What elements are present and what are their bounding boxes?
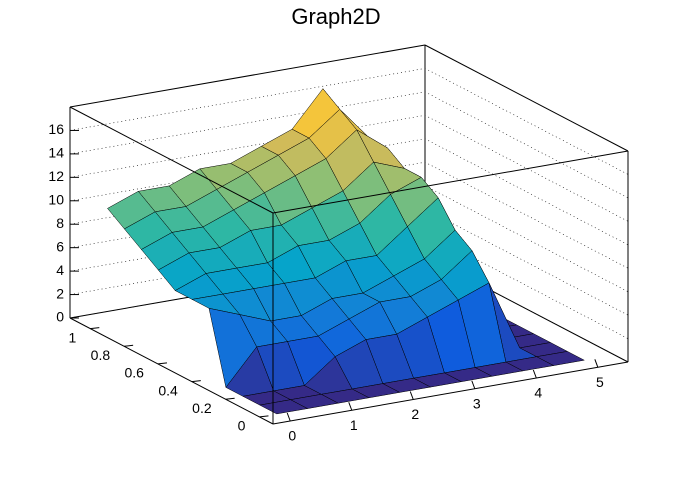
x-tick [532,369,537,379]
x-tick [471,380,476,389]
x-tick-label: 2 [411,406,419,422]
y-tick-label: 0 [238,418,246,434]
y-tick [191,380,201,383]
y-tick [157,362,168,365]
z-tick-label: 12 [48,168,64,184]
z-tick-label: 14 [48,145,64,161]
z-tick-label: 16 [48,121,64,137]
x-tick [348,402,353,411]
box-edge [272,150,629,214]
y-tick [259,415,269,418]
chart-title: Graph2D [291,4,380,29]
z-tick-label: 2 [56,285,64,301]
grid-line [69,91,629,199]
box-edge [272,361,629,425]
y-tick [90,327,100,330]
x-tick-label: 4 [534,385,542,401]
z-tick-label: 0 [56,309,64,325]
x-tick [286,412,291,422]
box-edge [69,106,274,214]
z-tick-label: 4 [56,262,64,278]
x-tick [594,359,599,368]
y-tick-label: 0.2 [192,400,212,416]
x-tick-label: 3 [473,395,481,411]
z-tick-label: 10 [48,191,64,207]
x-tick-label: 0 [288,428,296,444]
z-tick-label: 8 [56,215,64,231]
grid-line [69,68,629,175]
y-tick-label: 1 [69,329,77,345]
y-tick-label: 0.6 [124,365,144,381]
box-edge [69,317,274,425]
y-tick-label: 0.4 [158,382,178,398]
y-tick [225,397,235,400]
box-edge [424,44,629,152]
box-edge [69,44,426,108]
z-tick-label: 6 [56,238,64,254]
y-tick-label: 0.8 [91,347,111,363]
x-tick-label: 5 [596,374,604,390]
grid-line [69,114,629,222]
y-tick [124,344,134,347]
x-tick [409,391,414,400]
surface-cell [259,399,309,415]
x-tick-label: 1 [350,417,358,433]
